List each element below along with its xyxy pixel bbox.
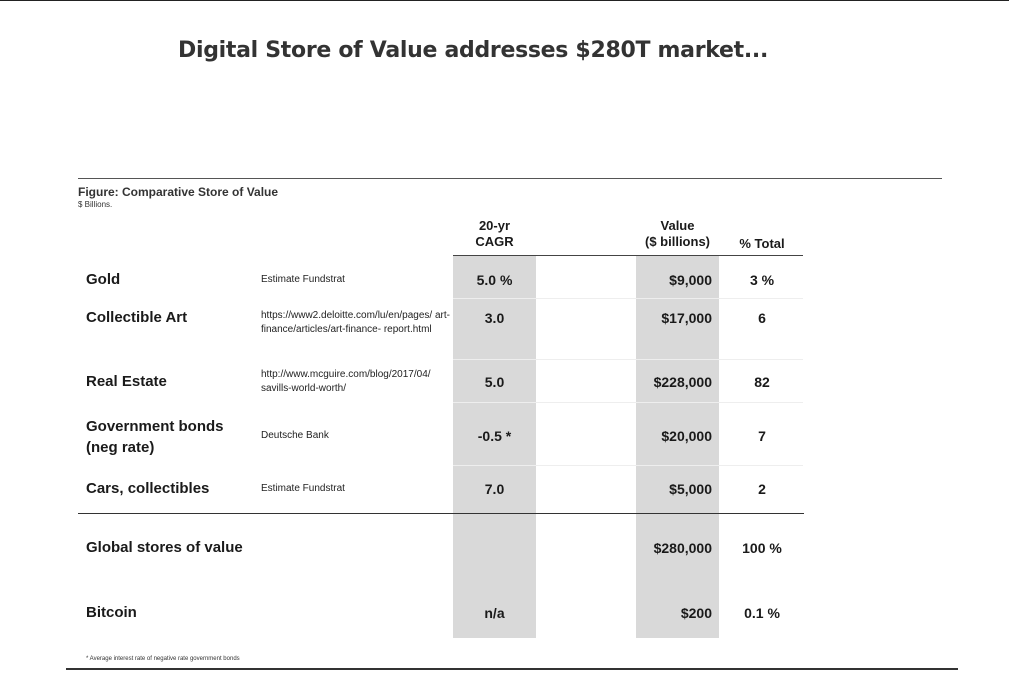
figure-subtitle: $ Billions. <box>78 200 113 209</box>
cagr-value: 3.0 <box>484 310 505 326</box>
cagr-value: 5.0 <box>484 374 505 390</box>
cagr-value: 7.0 <box>484 481 505 497</box>
value-header-line2: ($ billions) <box>645 234 710 249</box>
store-value: $228,000 <box>653 374 712 390</box>
total-rule <box>78 513 804 514</box>
store-value: $5,000 <box>669 481 712 497</box>
figure-title: Figure: Comparative Store of Value <box>78 185 279 199</box>
pct-total: 3 % <box>749 272 775 288</box>
pct-header: % Total <box>739 236 785 251</box>
asset-name-line2: (neg rate) <box>86 439 155 456</box>
total-label: Global stores of value <box>86 539 243 556</box>
asset-name: Gold <box>86 271 121 288</box>
asset-source: Estimate Fundstrat <box>261 274 345 285</box>
total-pct: 100 % <box>742 540 782 556</box>
slide-title: Digital Store of Value addresses $280T m… <box>178 38 768 63</box>
cagr-header-line1: 20-yr <box>478 218 511 233</box>
pct-total: 2 <box>758 481 766 497</box>
asset-name: Collectible Art <box>86 309 188 326</box>
asset-source: https://www2.deloitte.com/lu/en/pages/ a… <box>261 310 450 335</box>
top-border <box>0 0 1009 1</box>
total-value: $280,000 <box>653 540 712 556</box>
pct-total: 82 <box>754 374 770 390</box>
cagr-value: 5.0 % <box>476 272 513 288</box>
asset-name: Real Estate <box>86 373 167 390</box>
value-header-line1: Value <box>660 218 695 233</box>
pct-total: 7 <box>758 428 766 444</box>
row-divider <box>453 402 803 403</box>
bitcoin-cagr: n/a <box>484 605 505 621</box>
cagr-value: -0.5 * <box>477 428 512 444</box>
bottom-rule <box>66 668 958 670</box>
asset-name: Government bonds (neg rate) <box>86 416 224 458</box>
footnote: * Average interest rate of negative rate… <box>86 656 240 662</box>
asset-name: Cars, collectibles <box>86 480 210 497</box>
cagr-header-line2: CAGR <box>475 234 514 249</box>
bitcoin-value: $200 <box>680 605 712 621</box>
row-divider <box>453 298 803 299</box>
asset-source: Deutsche Bank <box>261 430 329 441</box>
bitcoin-pct: 0.1 % <box>744 605 780 621</box>
row-divider <box>453 359 803 360</box>
bitcoin-label: Bitcoin <box>86 604 137 621</box>
cagr-column-shade <box>453 256 536 638</box>
header-rule <box>453 255 803 256</box>
asset-source: Estimate Fundstrat <box>261 483 345 494</box>
value-header: Value ($ billions) <box>636 218 719 250</box>
asset-name-line1: Government bonds <box>86 418 224 435</box>
pct-total: 6 <box>758 310 766 326</box>
store-value: $17,000 <box>661 310 712 326</box>
value-column-shade <box>636 256 719 638</box>
store-value: $9,000 <box>669 272 712 288</box>
row-divider <box>453 465 803 466</box>
cagr-header: 20-yr CAGR <box>453 218 536 250</box>
figure-top-rule <box>78 178 942 179</box>
asset-source: http://www.mcguire.com/blog/2017/04/ sav… <box>261 369 431 394</box>
store-value: $20,000 <box>661 428 712 444</box>
